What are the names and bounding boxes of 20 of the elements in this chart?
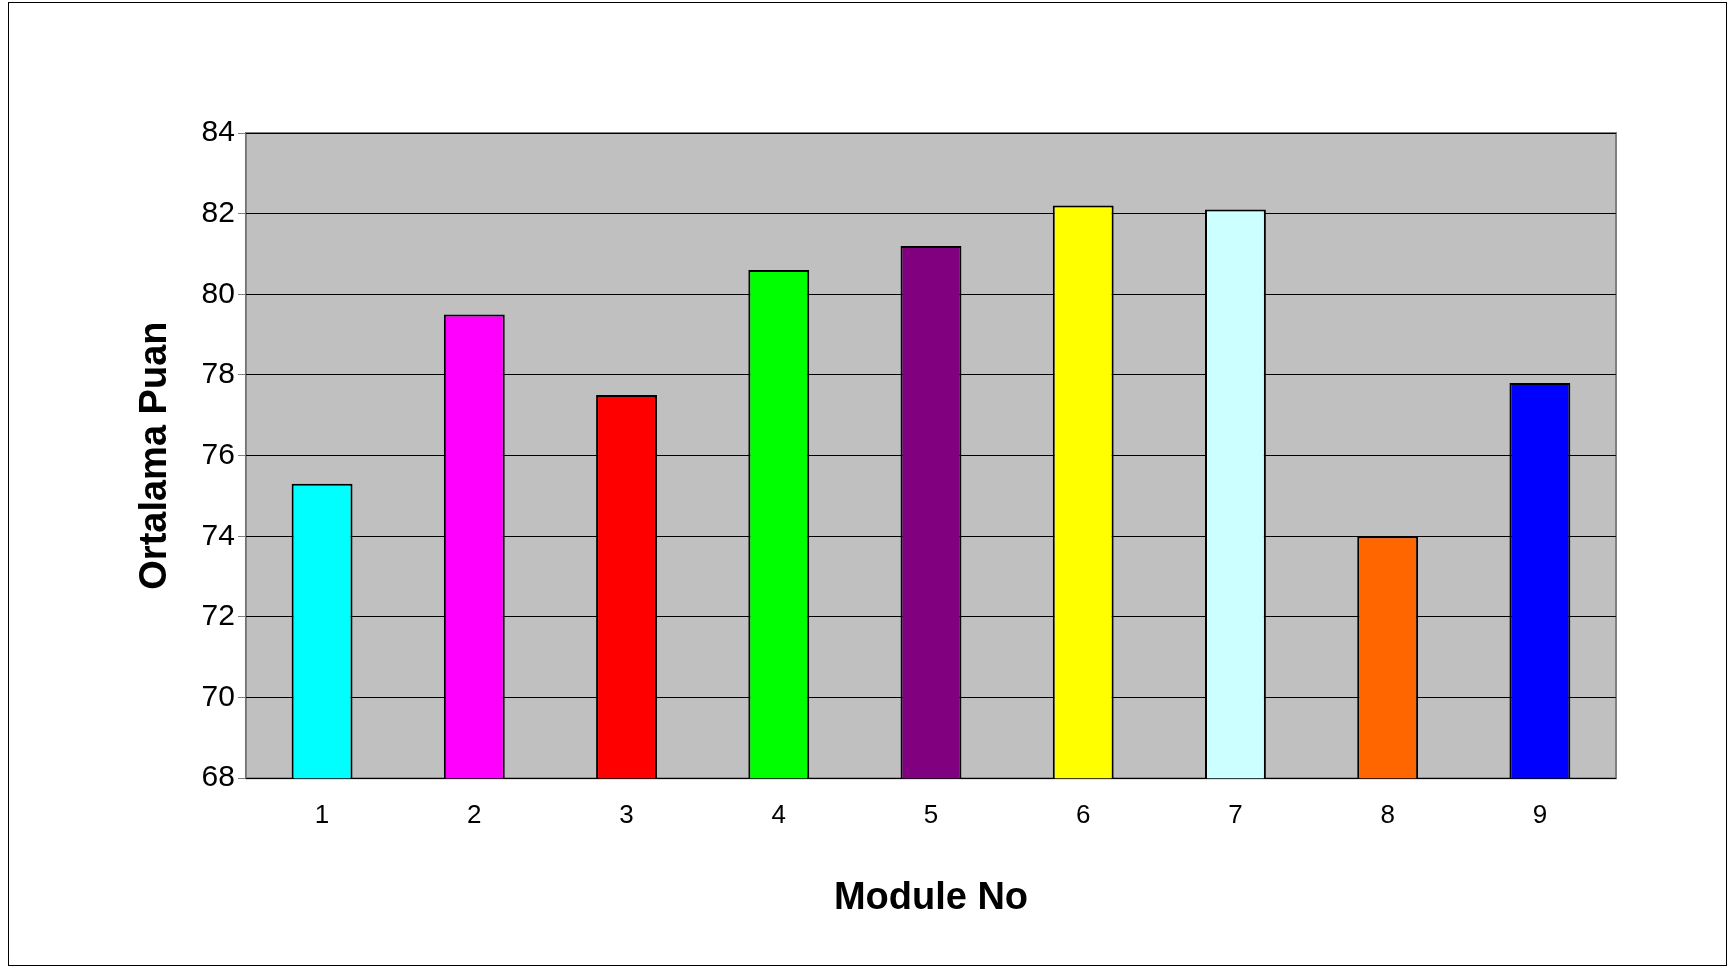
x-tick-label: 5	[923, 798, 939, 829]
y-tick-label: 78	[201, 356, 235, 390]
y-tick-label: 70	[201, 678, 235, 712]
x-tick-label: 9	[1532, 798, 1548, 829]
x-tick-label: 1	[314, 798, 330, 829]
y-tick-label: 68	[201, 759, 235, 793]
y-tick-label: 82	[201, 194, 235, 228]
y-axis-title: Ortalama Puan	[132, 321, 175, 590]
y-tick-label: 84	[201, 114, 235, 148]
x-tick-label: 8	[1380, 798, 1395, 829]
x-tick-label: 4	[771, 798, 786, 829]
y-tick-label: 74	[201, 517, 235, 551]
x-tick-label: 3	[619, 798, 634, 829]
x-tick-label: 2	[467, 798, 482, 829]
y-tick-label: 80	[201, 275, 235, 309]
y-tick-label: 72	[201, 598, 235, 632]
y-tick-label: 76	[201, 436, 235, 470]
x-axis-title: Module No	[833, 874, 1029, 917]
x-tick-label: 6	[1075, 798, 1091, 829]
x-tick-label: 7	[1228, 798, 1243, 829]
